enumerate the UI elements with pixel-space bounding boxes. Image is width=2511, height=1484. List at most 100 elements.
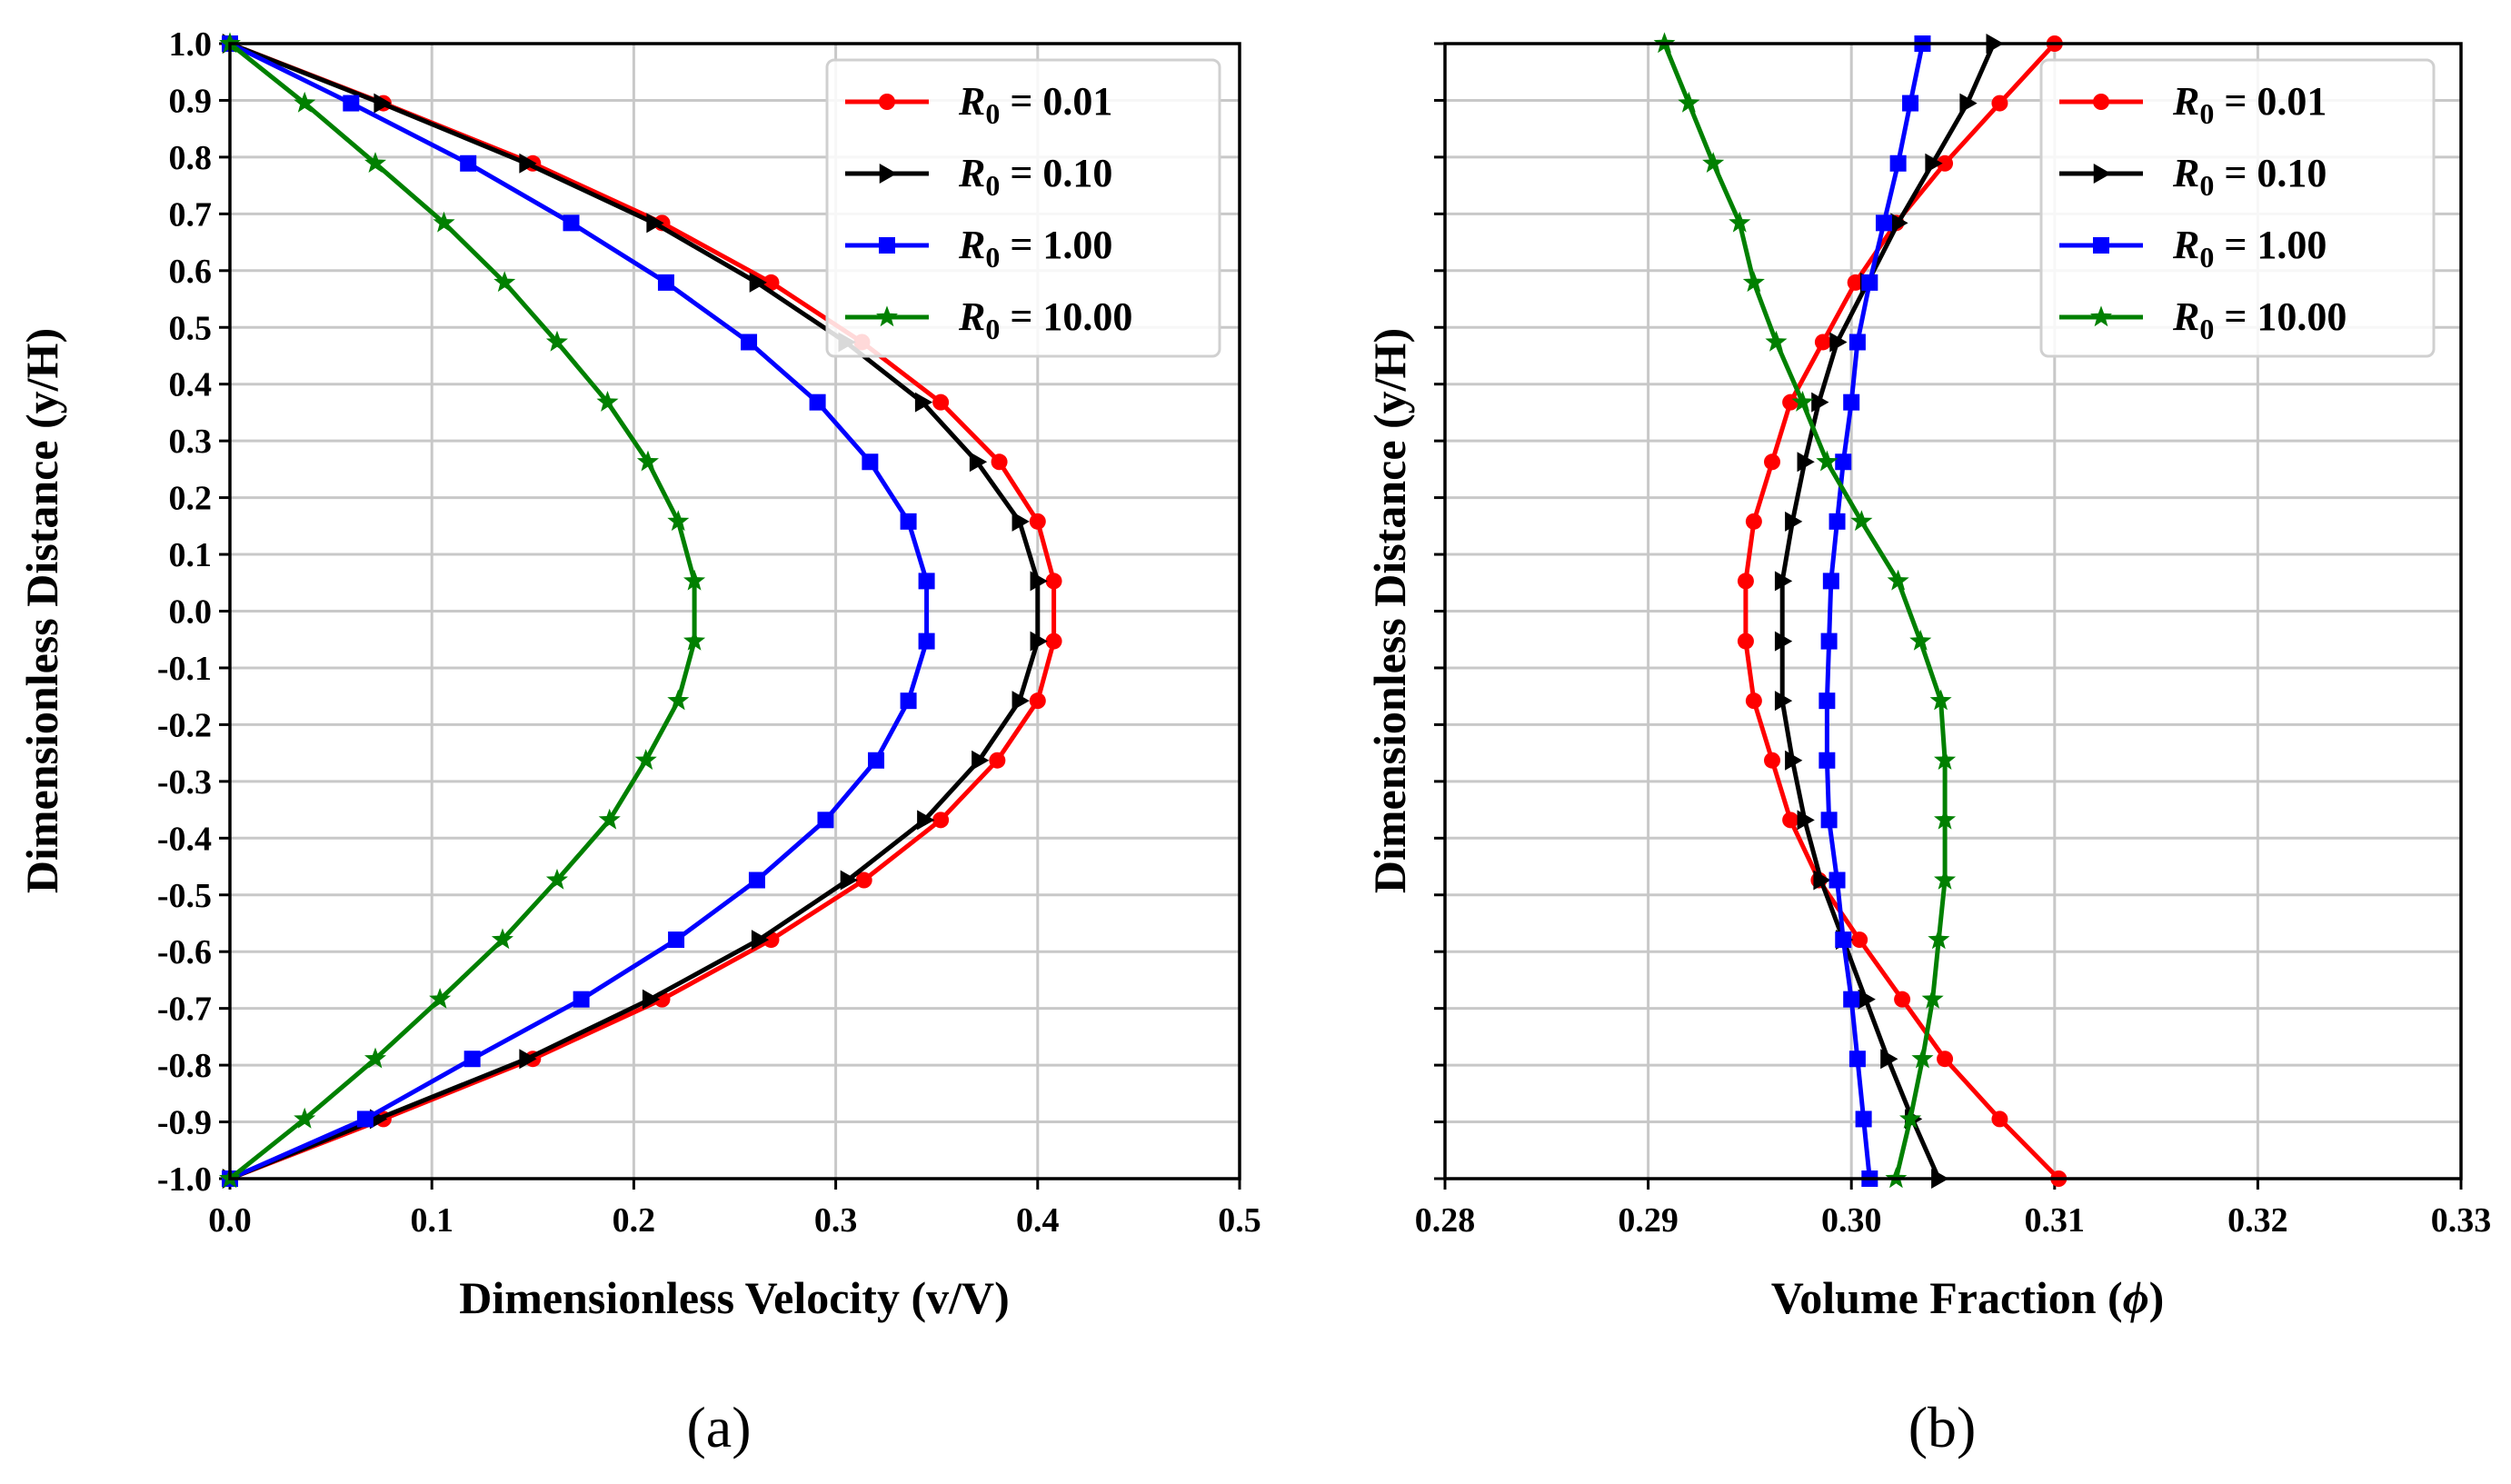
panel-b-data-point: [1737, 632, 1754, 650]
panel-b-legend-label: R0 = 10.00: [2172, 294, 2347, 345]
panel-a-data-point: [294, 91, 316, 113]
panel-a-ytick-label: -0.1: [157, 650, 212, 688]
panel-a-data-point: [433, 211, 455, 233]
panel-a-xtick-label: 0.3: [814, 1201, 858, 1240]
panel-a-data-point: [519, 1049, 537, 1070]
panel-b-xtick-label: 0.32: [2227, 1201, 2288, 1240]
panel-b-data-point: [1774, 691, 1793, 712]
panel-b-data-point: [1811, 392, 1829, 413]
panel-b-data-point: [1875, 214, 1892, 232]
panel-a-data-point: [969, 452, 988, 473]
panel-a-data-point: [1045, 573, 1062, 590]
panel-b-data-point: [1850, 510, 1873, 532]
panel-b-data-point: [1745, 513, 1762, 530]
panel-b-data-point: [1797, 810, 1815, 831]
panel-a-data-point: [463, 1051, 481, 1068]
panel-b-axes-frame: [1443, 42, 2463, 1180]
panel-a-xtick-label: 0.1: [410, 1201, 453, 1240]
panel-b-xtick-label: 0.31: [2025, 1201, 2086, 1240]
panel-b-xlabel-symbol: ϕ: [2123, 1272, 2149, 1323]
panel-b-data-point: [1889, 154, 1907, 172]
panel-b-label: (b): [1908, 1395, 1977, 1459]
panel-a-data-point: [918, 632, 935, 650]
panel-a-data-point: [598, 808, 621, 830]
panel-b-data-point: [1937, 1051, 1954, 1068]
panel-a-legend-marker: [879, 94, 895, 110]
panel-b-legend-marker: [2090, 305, 2112, 327]
panel-a-data-point: [741, 334, 758, 351]
panel-b-data-point: [1848, 1051, 1866, 1068]
panel-b-data-point: [1818, 752, 1836, 769]
panel-a-data-point: [817, 812, 834, 829]
panel-a-data-point: [749, 272, 767, 293]
panel-a-data-point: [1011, 511, 1030, 532]
panel-b-legend-box: [2039, 58, 2436, 358]
panel-a-data-point: [636, 450, 659, 472]
panel-a-plot-area: 0.0 0.1 0.2 0.3 0.4 0.5 -1.0 -0.9 -0.8 -0.7 -0.6 -0…: [157, 25, 1261, 1240]
panel-a-ytick-label: -0.7: [157, 991, 212, 1029]
panel-b-data-point: [1887, 569, 1909, 591]
panel-b-xlabel: Volume Fraction (ϕ): [1771, 1272, 2165, 1323]
panel-b-data-point: [1745, 692, 1762, 710]
panel-b-xtick-label: 0.30: [1821, 1201, 1882, 1240]
panel-a-legend-marker: [876, 305, 898, 327]
panel-a-ytick-label: -0.4: [157, 820, 212, 858]
panel-b-legend: R0 = 0.01 R0 = 0.10 R0 = 1.00 R0 = 10.00: [2039, 58, 2436, 358]
panel-b-data-point: [1737, 573, 1754, 590]
panel-b-data-point: [1921, 988, 1944, 1009]
panel-a-ytick-label: 1.0: [169, 25, 213, 64]
panel-b-xlabel-close: ): [2149, 1272, 2165, 1323]
panel-a-data-point: [343, 95, 360, 112]
panel-b-data-point: [1858, 989, 1876, 1010]
panel-b-xtick-label: 0.33: [2431, 1201, 2492, 1240]
panel-a-data-point: [294, 1107, 316, 1129]
panel-b-data-point: [1843, 393, 1860, 411]
panel-b-series-line: [1662, 43, 1948, 1180]
panel-b-data-point: [1928, 928, 1950, 950]
panel-a-data-point: [668, 931, 685, 949]
panel-b-series-2: [1818, 35, 1931, 1187]
panel-a-data-point: [563, 214, 580, 232]
panel-b-data-point: [1851, 931, 1868, 949]
panel-a-data-point: [932, 812, 950, 829]
panel-a-legend-box: [825, 58, 1221, 358]
panel-a-ytick-label: -0.9: [157, 1104, 212, 1142]
panel-b-series-line: [1779, 42, 1996, 1180]
panel-a-data-point: [374, 93, 392, 114]
panel-a-data-point: [667, 510, 690, 532]
panel-b-data-point: [1765, 330, 1788, 352]
panel-b-data-point: [1774, 631, 1793, 652]
panel-b-data-point: [1929, 689, 1952, 711]
panel-b-series-line: [1824, 43, 1925, 1180]
panel-b-data-point: [1991, 1111, 2008, 1128]
panel-b-legend-marker: [2093, 164, 2111, 184]
panel-a-ytick-label: 0.3: [169, 423, 213, 461]
panel-b-data-point: [1937, 154, 1954, 172]
panel-b-ylabel: Dimensionless Distance (y/H): [1364, 328, 1415, 893]
panel-b-data-point: [1785, 750, 1803, 771]
panel-a-ytick-label: -0.5: [157, 877, 212, 915]
panel-a-data-point: [683, 629, 706, 651]
panel-b-data-point: [1729, 211, 1751, 233]
panel-b-data-point: [1678, 91, 1700, 113]
panel-a-ytick-label: 0.0: [169, 593, 213, 632]
panel-a-legend-marker: [879, 164, 897, 184]
panel-a-data-point: [667, 689, 690, 711]
panel-a-ytick-label: 0.6: [169, 253, 213, 291]
panel-a-data-point: [460, 154, 477, 172]
panel-b-data-point: [1843, 991, 1860, 1008]
panel-b-data-point: [1847, 274, 1864, 291]
panel-a-velocity-chart: 0.0 0.1 0.2 0.3 0.4 0.5 -1.0 -0.9 -0.8 -0.7 -0.6 -0…: [16, 25, 1261, 1459]
panel-a-ytick-label: 0.7: [169, 195, 213, 234]
panel-b-xlabel-text: Volume Fraction (: [1771, 1272, 2123, 1323]
panel-a-legend-label: R0 = 0.10: [958, 151, 1112, 202]
panel-a-data-point: [429, 988, 452, 1009]
panel-b-data-point: [1894, 991, 1911, 1008]
panel-b-data-point: [1890, 213, 1908, 234]
panel-a-data-point: [364, 1047, 386, 1069]
panel-a-data-point: [868, 752, 885, 769]
panel-b-xtick-label: 0.29: [1618, 1201, 1679, 1240]
panel-b-data-point: [1855, 1111, 1872, 1128]
panel-a-xtick-label: 0.2: [613, 1201, 656, 1240]
